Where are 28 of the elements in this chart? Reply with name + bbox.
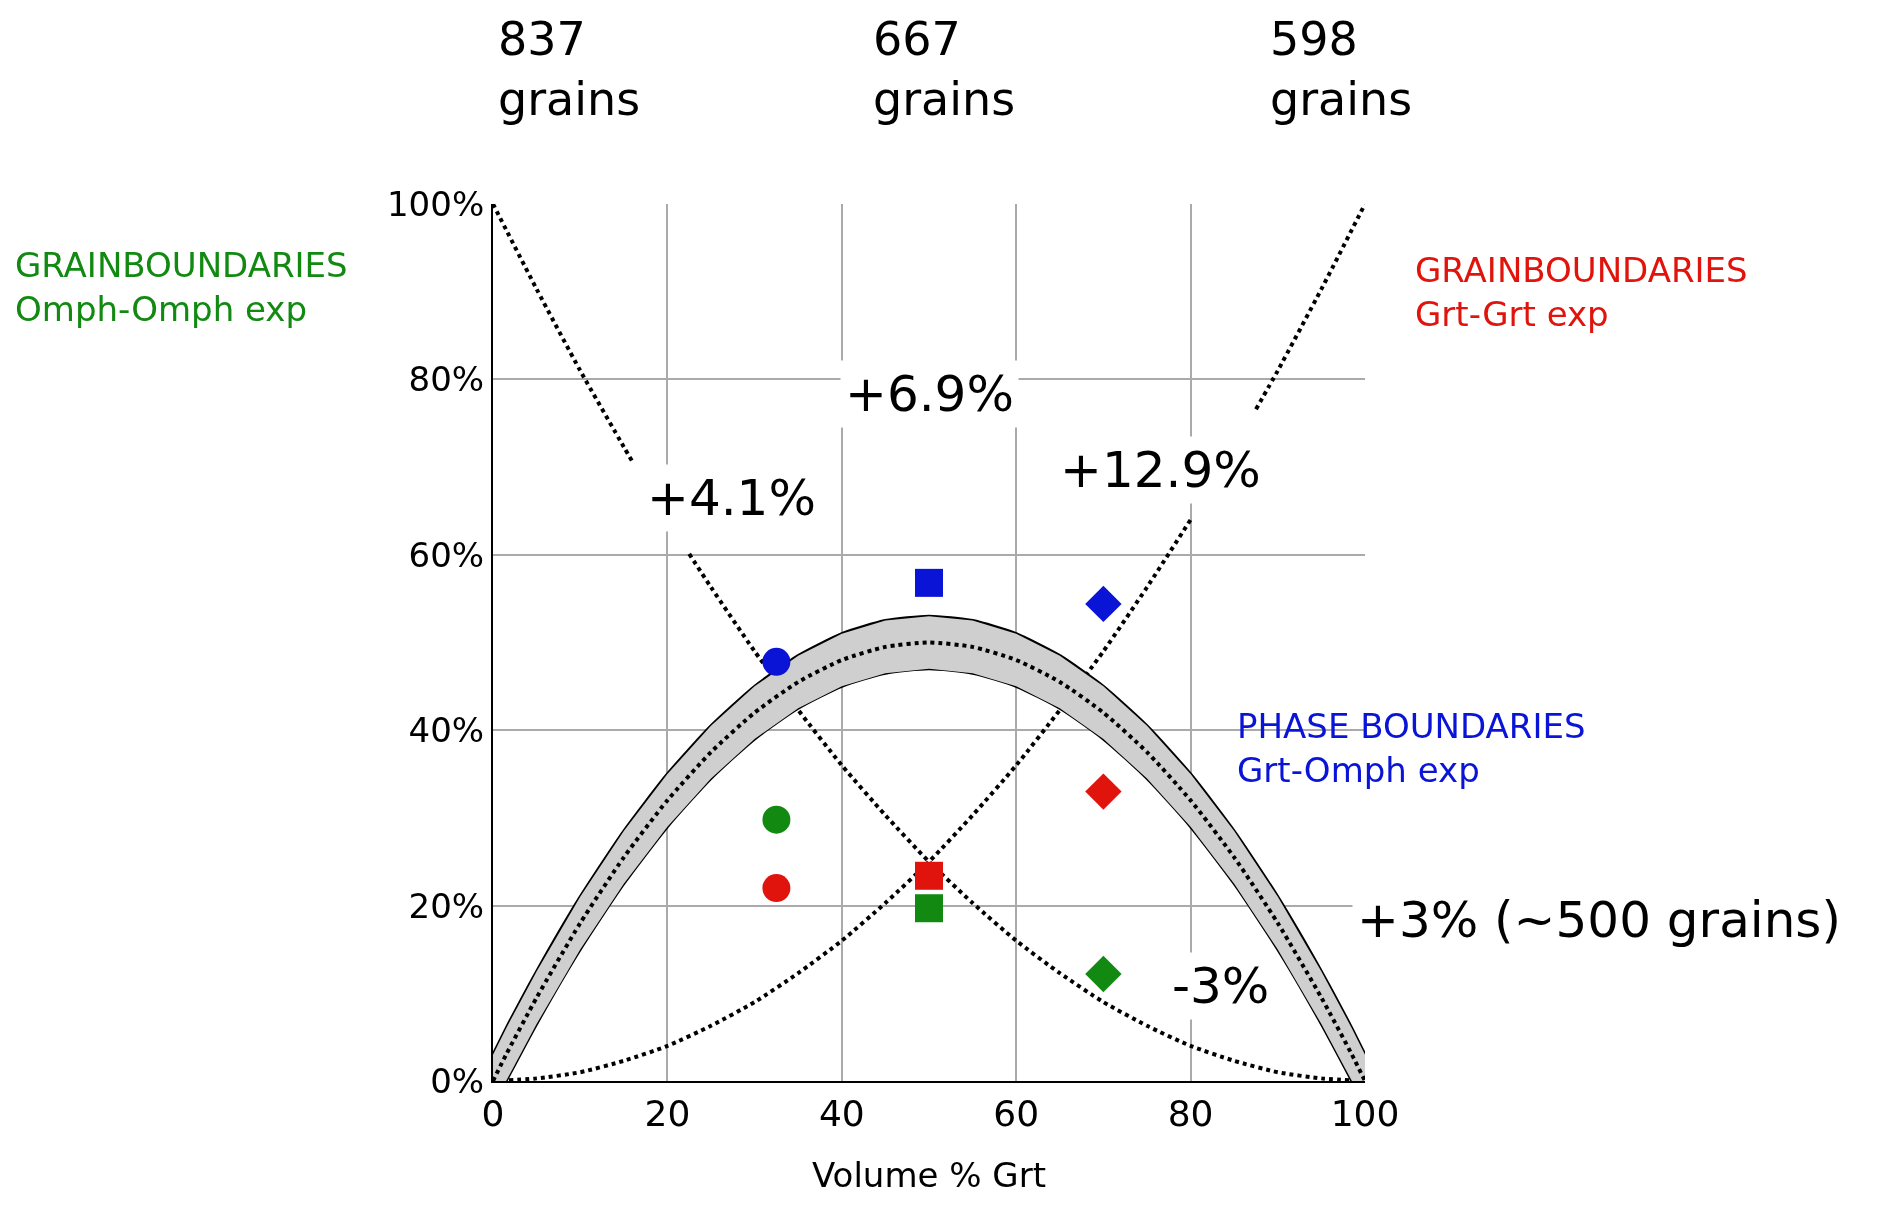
x-axis-title: Volume % Grt: [811, 1155, 1047, 1195]
point: [915, 861, 943, 890]
text: 667 grains: [873, 12, 1016, 126]
text: GRAINBOUNDARIES Grt-Grt exp: [1415, 250, 1748, 335]
text: 598 grains: [1270, 12, 1413, 126]
text: PHASE BOUNDARIES Grt-Omph exp: [1237, 706, 1586, 791]
y-tick-label: 60%: [408, 534, 485, 575]
y-tick-label: 80%: [408, 359, 485, 400]
y-tick-label: 100%: [387, 183, 485, 224]
point: [915, 894, 943, 923]
point: [762, 805, 791, 834]
annotation: +3% (~500 grains): [1357, 891, 1841, 949]
x-tick-label: 60: [993, 1093, 1040, 1135]
y-tick-label: 20%: [408, 885, 485, 926]
text: GRAINBOUNDARIES Omph-Omph exp: [15, 245, 348, 330]
annotation: +4.1%: [647, 469, 816, 527]
x-tick-label: 40: [818, 1093, 865, 1135]
point: [762, 874, 791, 903]
x-tick-label: 80: [1167, 1093, 1214, 1135]
annotation: +6.9%: [845, 365, 1014, 423]
text: 837 grains: [498, 12, 641, 126]
x-tick-label: 20: [644, 1093, 691, 1135]
annotation: -3%: [1172, 957, 1270, 1015]
point: [762, 647, 791, 676]
y-tick-label: 40%: [408, 710, 485, 751]
x-tick-label: 100: [1330, 1093, 1400, 1135]
point: [915, 568, 943, 597]
annotation: +12.9%: [1060, 441, 1261, 499]
